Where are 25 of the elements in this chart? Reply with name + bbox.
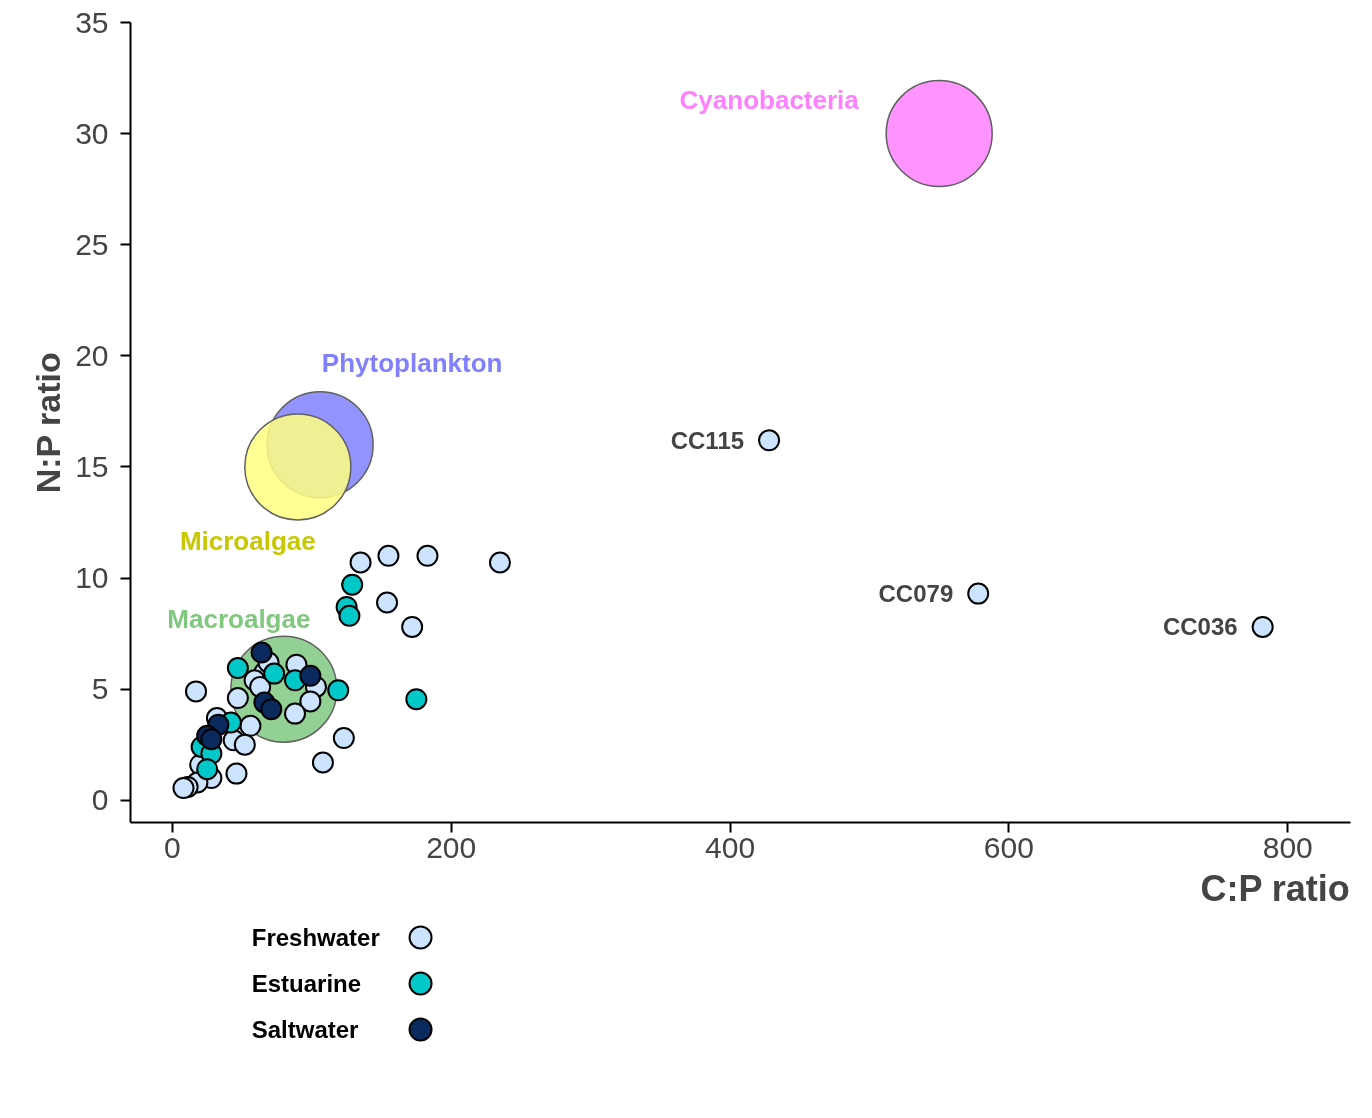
y-tick-label: 30 [75, 116, 109, 150]
legend-label: Saltwater [251, 1016, 359, 1043]
series-label: Cyanobacteria [679, 84, 860, 115]
y-axis-title: N:P ratio [29, 352, 68, 494]
x-tick-label: 200 [426, 830, 477, 864]
x-tick-label: 0 [163, 830, 181, 864]
series-label: Phytoplankton [321, 347, 503, 378]
x-tick-label: 600 [983, 830, 1034, 864]
series-label: Macroalgae [167, 604, 311, 635]
x-axis-title: C:P ratio [1200, 867, 1350, 909]
y-tick-label: 5 [91, 672, 109, 706]
x-tick-label: 800 [1262, 830, 1313, 864]
y-tick-label: 35 [75, 5, 109, 39]
y-tick-label: 15 [75, 449, 109, 483]
legend-label: Estuarine [251, 970, 362, 997]
annotation: CC115 [670, 426, 745, 454]
y-tick-label: 0 [91, 783, 109, 817]
y-tick-label: 20 [75, 338, 109, 372]
x-tick-label: 400 [705, 830, 756, 864]
y-tick-label: 25 [75, 227, 109, 261]
legend-label: Freshwater [251, 924, 380, 951]
y-tick-label: 10 [75, 561, 109, 595]
series-label: Microalgae [179, 525, 316, 556]
annotation: CC079 [878, 580, 954, 608]
annotation: CC036 [1162, 613, 1238, 641]
